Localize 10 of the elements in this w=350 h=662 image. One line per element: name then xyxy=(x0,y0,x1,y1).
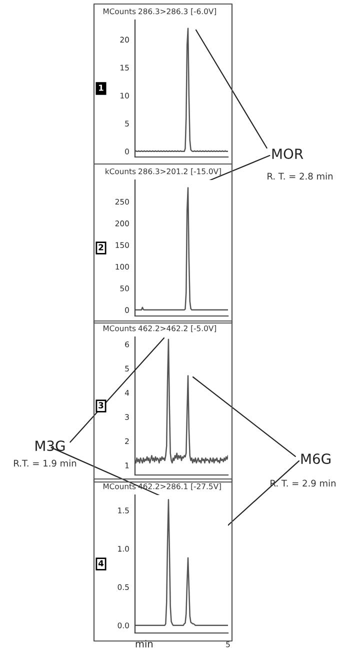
text: 3 xyxy=(98,402,104,408)
text: M6G xyxy=(301,454,330,464)
text: M3G xyxy=(36,440,65,452)
text: R. T. = 2.8 min xyxy=(268,172,333,180)
x-axis-title: min xyxy=(136,640,153,648)
text: 2 xyxy=(98,244,104,250)
text: R.T. = 1.9 min xyxy=(14,460,76,467)
text: MOR xyxy=(272,148,304,160)
text: 1 xyxy=(99,84,104,91)
text: 4 xyxy=(98,560,104,566)
